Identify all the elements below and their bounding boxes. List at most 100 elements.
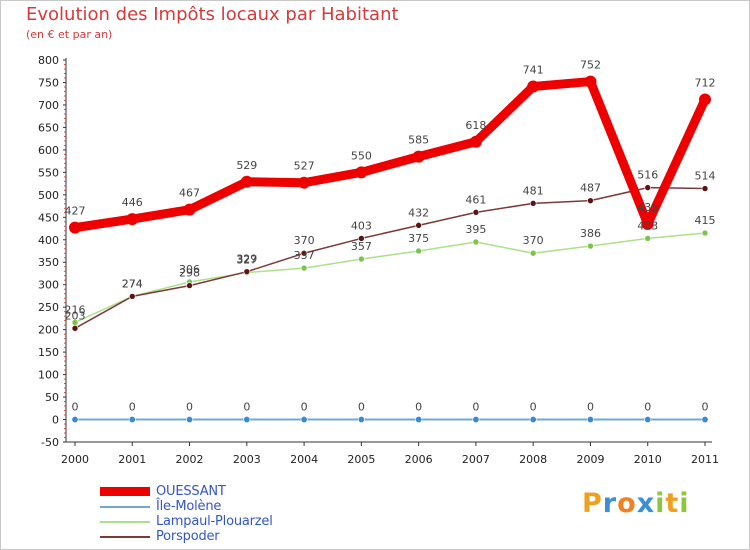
- y-tick-label: 150: [38, 346, 59, 359]
- x-tick-label: 2002: [176, 453, 204, 466]
- logo-letter: x: [636, 488, 656, 519]
- data-label-ouessant: 467: [179, 187, 200, 200]
- data-label-porspoder: 481: [523, 184, 544, 197]
- data-point-porspoder: [243, 268, 251, 275]
- data-label-lampaul-plouarzel: 370: [523, 234, 544, 247]
- data-label-lampaul-plouarzel: 216: [65, 303, 86, 316]
- data-point-ouessant: [298, 176, 311, 189]
- data-label-lampaul-plouarzel: 403: [637, 219, 658, 232]
- data-point--le-mol-ne: [586, 416, 594, 424]
- data-label--le-mol-ne: 0: [415, 401, 422, 414]
- x-tick-label: 2004: [290, 453, 318, 466]
- data-point-lampaul-plouarzel: [587, 242, 594, 250]
- logo-letter: r: [602, 488, 618, 519]
- data-point-ouessant: [699, 93, 711, 106]
- data-point--le-mol-ne: [472, 416, 480, 424]
- legend-item-lampaul-plouarzel: Lampaul-Plouarzel: [100, 514, 273, 529]
- proxiti-logo: Proxiti: [582, 488, 690, 519]
- x-tick-label: 2011: [691, 453, 719, 466]
- legend-label: Lampaul-Plouarzel: [156, 514, 273, 529]
- data-point--le-mol-ne: [644, 416, 652, 424]
- axes: -50 0 50 100 150 200 250 300 350 400 450 500 550 600 6…: [38, 54, 719, 466]
- data-label-porspoder: 403: [351, 219, 372, 232]
- data-point--le-mol-ne: [243, 416, 251, 424]
- data-point-lampaul-plouarzel: [300, 264, 308, 272]
- data-point--le-mol-ne: [529, 416, 537, 424]
- data-point-ouessant: [412, 150, 425, 163]
- data-point--le-mol-ne: [186, 416, 194, 424]
- x-tick-label: 2008: [519, 453, 547, 466]
- data-label--le-mol-ne: 0: [301, 401, 308, 414]
- x-tick-label: 2009: [576, 453, 604, 466]
- data-label--le-mol-ne: 0: [644, 401, 651, 414]
- logo-letter: o: [617, 488, 637, 519]
- data-label-porspoder: 329: [236, 253, 257, 266]
- data-label-lampaul-plouarzel: 357: [351, 240, 372, 253]
- legend: OUESSANT Île-Molène Lampaul-Plouarzel Po…: [100, 484, 273, 544]
- y-tick-label: 650: [38, 121, 59, 134]
- y-tick-label: 250: [38, 301, 59, 314]
- series-line-ouessant: [74, 77, 710, 233]
- data-label-porspoder: 203: [65, 309, 86, 322]
- data-label-lampaul-plouarzel: 306: [179, 263, 200, 276]
- data-label-porspoder: 432: [408, 206, 429, 219]
- data-label-lampaul-plouarzel: 386: [580, 227, 601, 240]
- data-point-ouessant: [527, 80, 540, 93]
- data-point--le-mol-ne: [415, 416, 423, 424]
- data-point-lampaul-plouarzel: [644, 235, 652, 242]
- legend-swatch-ouessant: [100, 487, 150, 496]
- chart-title: Evolution des Impôts locaux par Habitant: [26, 4, 399, 25]
- x-tick-label: 2007: [462, 453, 490, 466]
- data-point-ouessant: [240, 175, 253, 188]
- data-point-ouessant: [641, 218, 654, 231]
- data-label-ouessant: 550: [351, 149, 372, 162]
- data-point-lampaul-plouarzel: [472, 238, 480, 246]
- data-point-ouessant: [355, 166, 368, 179]
- y-tick-label: 350: [38, 256, 59, 269]
- data-point-porspoder: [186, 282, 193, 289]
- y-tick-label: 300: [38, 279, 59, 292]
- logo-letter: i: [655, 488, 666, 519]
- legend-swatch-lampaul-plouarzel: [100, 520, 150, 523]
- data-label-porspoder: 298: [179, 267, 200, 280]
- data-point-ouessant: [126, 213, 139, 226]
- y-tick-label: -50: [41, 436, 59, 449]
- data-point--le-mol-ne: [300, 416, 308, 424]
- y-tick-label: 700: [38, 99, 59, 112]
- data-label--le-mol-ne: 0: [72, 401, 79, 414]
- data-point-porspoder: [415, 222, 422, 229]
- series-line-lampaul-plouarzel: [74, 232, 706, 324]
- legend-swatch-porspoder: [100, 535, 150, 538]
- data-point-porspoder: [701, 185, 709, 192]
- x-tick-label: 2003: [233, 453, 261, 466]
- y-tick-label: 600: [38, 144, 59, 157]
- data-point-lampaul-plouarzel: [529, 249, 537, 257]
- data-point-lampaul-plouarzel: [358, 255, 365, 263]
- data-label-lampaul-plouarzel: 375: [408, 232, 429, 245]
- data-label-ouessant: 427: [65, 205, 86, 218]
- data-point--le-mol-ne: [357, 416, 365, 424]
- legend-swatch-ile-molene: [100, 505, 150, 508]
- y-tick-label: 500: [38, 189, 59, 202]
- data-label-ouessant: 435: [637, 201, 658, 214]
- y-tick-label: 800: [38, 54, 59, 67]
- data-label-ouessant: 741: [523, 64, 544, 77]
- data-label--le-mol-ne: 0: [243, 401, 250, 414]
- legend-label: Porspoder: [156, 529, 220, 544]
- y-tick-label: 200: [38, 324, 59, 337]
- data-label--le-mol-ne: 0: [702, 401, 709, 414]
- x-tick-label: 2000: [61, 453, 89, 466]
- data-point-ouessant: [69, 221, 81, 234]
- y-tick-label: 450: [38, 211, 59, 224]
- data-label-lampaul-plouarzel: 395: [465, 223, 486, 236]
- logo-letter: t: [665, 488, 680, 519]
- data-point--le-mol-ne: [701, 416, 709, 424]
- data-label-ouessant: 529: [236, 159, 257, 172]
- data-point-porspoder: [529, 200, 537, 207]
- legend-item-ouessant: OUESSANT: [100, 484, 273, 499]
- data-label-ouessant: 527: [294, 160, 315, 173]
- data-label--le-mol-ne: 0: [587, 401, 594, 414]
- data-point-porspoder: [358, 235, 365, 242]
- data-label-lampaul-plouarzel: 274: [122, 277, 143, 290]
- data-label-ouessant: 446: [122, 196, 143, 209]
